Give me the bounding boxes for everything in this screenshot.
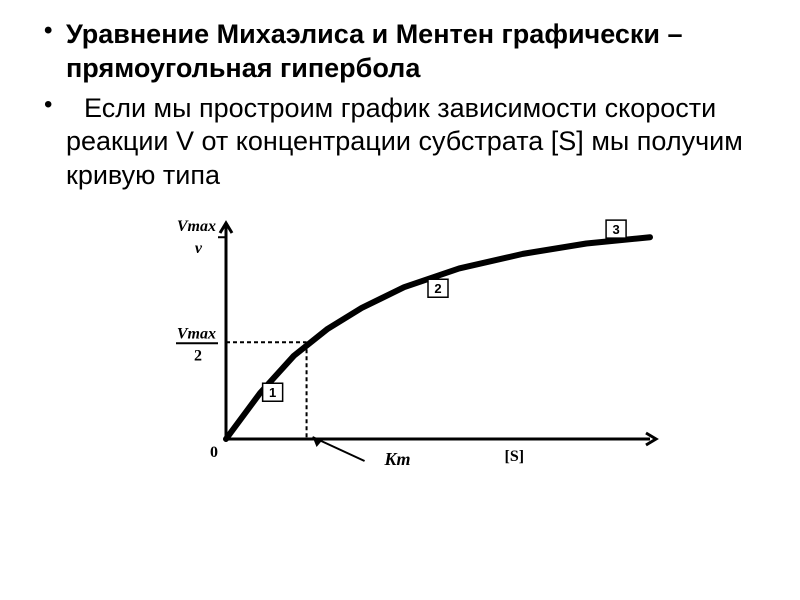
svg-text:1: 1 <box>269 385 276 400</box>
svg-text:3: 3 <box>612 222 619 237</box>
bullet-item-1: Уравнение Михаэлиса и Ментен графически … <box>40 18 760 86</box>
svg-text:v: v <box>195 240 203 257</box>
svg-text:Km: Km <box>384 449 411 469</box>
michaelis-menten-chart: 1 2 3 Vmax v Vmax 2 0 Km [S] <box>140 207 660 477</box>
bullet-text-1: Уравнение Михаэлиса и Ментен графически … <box>66 19 683 83</box>
svg-text:2: 2 <box>194 347 202 364</box>
bullet-text-2: Если мы простроим график зависимости ско… <box>66 93 743 191</box>
bullet-item-2: Если мы простроим график зависимости ско… <box>40 92 760 193</box>
svg-text:Vmax: Vmax <box>177 325 216 342</box>
svg-text:0: 0 <box>210 444 218 461</box>
bullet-list: Уравнение Михаэлиса и Ментен графически … <box>40 18 760 193</box>
svg-text:[S]: [S] <box>505 448 525 465</box>
svg-text:Vmax: Vmax <box>177 218 216 235</box>
chart-container: 1 2 3 Vmax v Vmax 2 0 Km [S] <box>140 207 660 477</box>
svg-text:2: 2 <box>434 281 441 296</box>
